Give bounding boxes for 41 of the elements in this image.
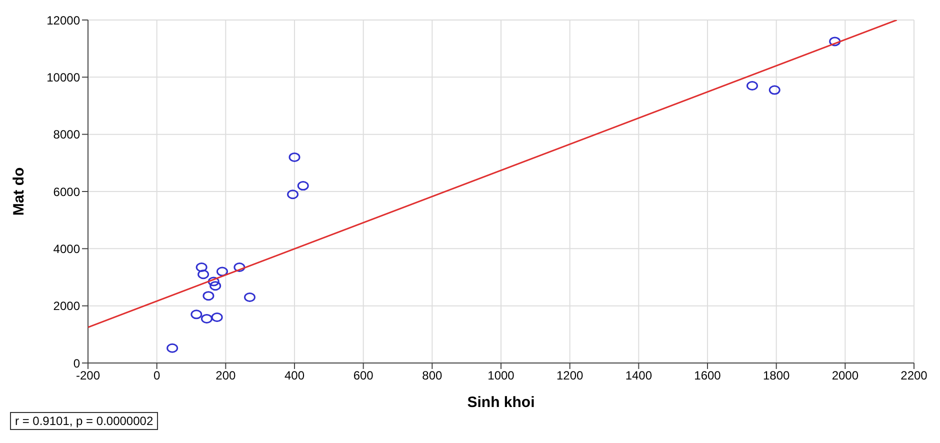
y-tick-label: 6000 [53,184,80,199]
point [196,262,208,272]
y-tick-label: 10000 [46,70,80,84]
x-tick-label: 600 [353,368,374,383]
point [208,276,220,286]
text: r = 0.9101, p = 0.0000002 [10,412,158,430]
point [768,85,780,95]
y-axis-title: Mat do [10,167,28,216]
point [287,190,299,200]
x-tick-label: 2000 [832,368,859,383]
x-tick-label: 1600 [694,368,722,383]
x-tick-label: 1000 [488,368,515,383]
x-tick-label: 800 [422,368,442,383]
point [746,80,758,90]
point [202,291,214,301]
x-tick-label: 1800 [762,368,790,383]
point [244,292,256,302]
y-tick-label: 4000 [53,242,80,256]
x-tick-label: 200 [216,368,236,383]
y-tick-label: 12000 [46,13,80,28]
point [297,181,309,191]
point [829,36,841,46]
x-tick-label: 400 [284,368,305,383]
point [216,266,228,276]
x-tick-label: 1400 [625,368,652,383]
x-tick-label: 0 [153,368,160,383]
x-axis-title: Sinh khoi [467,394,535,411]
point [288,152,300,162]
x-tick-label: -200 [76,368,100,383]
point [190,310,202,320]
point [211,312,223,322]
y-tick-label: 8000 [53,128,80,142]
y-tick-label: 0 [73,356,80,370]
point [200,314,212,324]
point [210,281,222,291]
point [234,262,246,272]
point [198,270,210,280]
x-tick-label: 1200 [556,368,584,383]
y-tick-label: 2000 [53,299,80,314]
x-tick-label: 2200 [900,368,928,383]
point [166,343,178,353]
